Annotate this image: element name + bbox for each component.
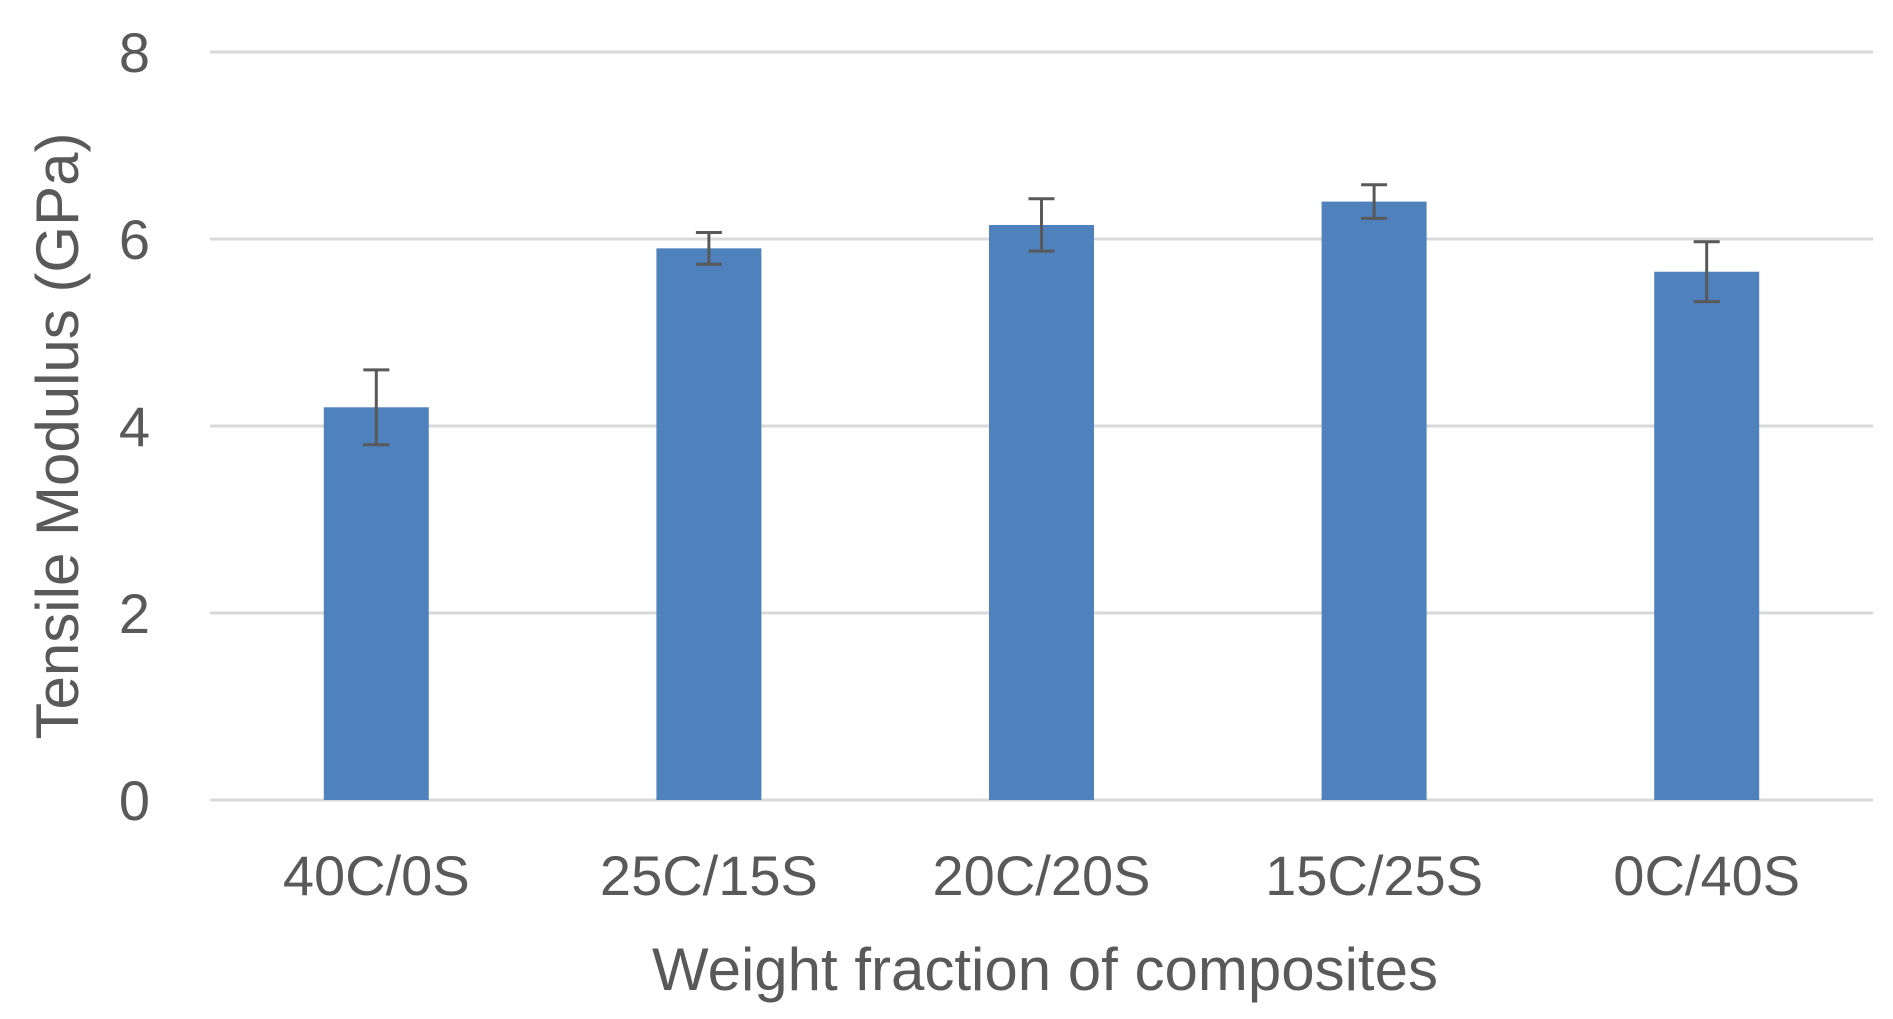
error-bar bbox=[1693, 240, 1720, 304]
error-bar bbox=[695, 230, 722, 266]
y-axis-title: Tensile Modulus (GPa) bbox=[24, 133, 91, 740]
error-bar bbox=[1361, 183, 1388, 220]
x-tick-label: 15C/25S bbox=[1265, 844, 1483, 907]
bar bbox=[323, 407, 429, 800]
bar bbox=[1321, 201, 1427, 801]
y-tick-label: 0 bbox=[119, 769, 150, 832]
x-tick-label: 25C/15S bbox=[600, 844, 818, 907]
bars bbox=[323, 201, 1760, 801]
y-tick-label: 8 bbox=[119, 21, 150, 84]
y-tick-label: 6 bbox=[119, 208, 150, 271]
x-tick-label: 20C/20S bbox=[933, 844, 1151, 907]
bar bbox=[989, 224, 1094, 801]
x-axis-title: Weight fraction of composites bbox=[652, 936, 1438, 1003]
y-tick-label: 2 bbox=[119, 582, 150, 645]
y-tick-label: 4 bbox=[119, 395, 150, 458]
x-tick-label: 0C/40S bbox=[1613, 844, 1800, 907]
error-bars bbox=[363, 183, 1720, 447]
bar bbox=[1654, 271, 1760, 801]
x-tick-label: 40C/0S bbox=[283, 844, 470, 907]
error-bar bbox=[363, 368, 390, 447]
y-tick-labels: 0 2 4 6 8 bbox=[119, 21, 150, 832]
error-bar bbox=[1028, 197, 1055, 253]
bar bbox=[656, 248, 762, 801]
x-tick-labels: 40C/0S 25C/15S 20C/20S 15C/25S 0C/40S bbox=[283, 844, 1800, 907]
